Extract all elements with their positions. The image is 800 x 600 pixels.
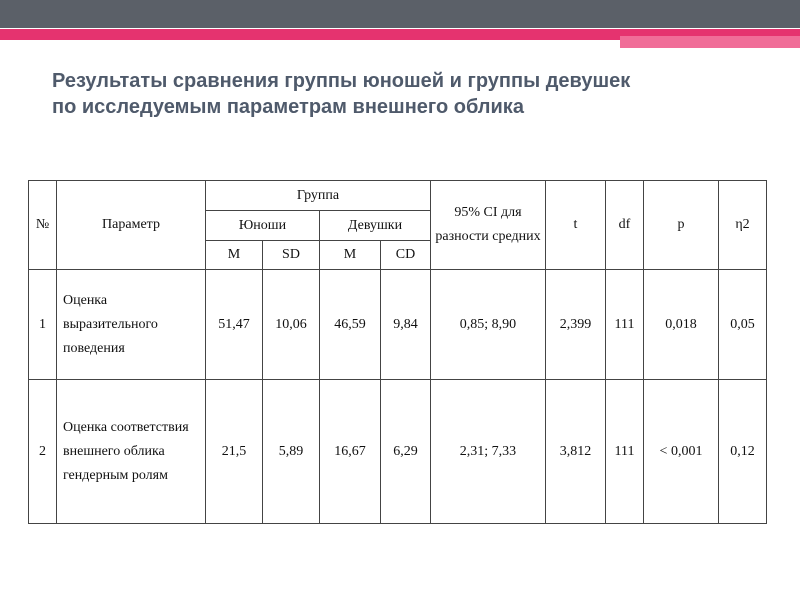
value-cell: 0,12: [718, 379, 767, 524]
accent-stripe: [0, 29, 800, 40]
header-cell: Группа: [205, 180, 431, 211]
value-cell: 2,31; 7,33: [430, 379, 546, 524]
value-cell: 2: [28, 379, 57, 524]
header-cell: №: [28, 180, 57, 270]
parameter-cell: Оценка выразительного поведения: [56, 269, 206, 380]
header-cell: SD: [262, 240, 320, 270]
header-cell: p: [643, 180, 719, 270]
results-table: № Параметр Группа 95% CI для разности ср…: [28, 180, 767, 524]
header-cell: CD: [380, 240, 431, 270]
title-line: по исследуемым параметрам внешнего облик…: [52, 96, 524, 118]
header-cell: Девушки: [319, 210, 431, 241]
header-cell: M: [205, 240, 263, 270]
header-cell: Юноши: [205, 210, 320, 241]
value-cell: 111: [605, 379, 644, 524]
value-cell: 6,29: [380, 379, 431, 524]
value-cell: 1: [28, 269, 57, 380]
value-cell: 9,84: [380, 269, 431, 380]
value-cell: 21,5: [205, 379, 263, 524]
header-cell: Параметр: [56, 180, 206, 270]
table-row: 2 Оценка соответствия внешнего облика ген…: [28, 379, 767, 524]
table-row: 1 Оценка выразительного поведения 51,47 10,…: [28, 269, 767, 380]
title-line: Результаты сравнения группы юношей и гру…: [52, 70, 631, 92]
value-cell: 3,812: [545, 379, 606, 524]
accent-stripe: [620, 36, 800, 48]
value-cell: 0,05: [718, 269, 767, 380]
slide-title: Результаты сравнения группы юношей и гру…: [52, 68, 630, 120]
value-cell: < 0,001: [643, 379, 719, 524]
header-cell: M: [319, 240, 381, 270]
header-cell: df: [605, 180, 644, 270]
header-cell: η2: [718, 180, 767, 270]
header-cell: t: [545, 180, 606, 270]
value-cell: 2,399: [545, 269, 606, 380]
value-cell: 111: [605, 269, 644, 380]
value-cell: 51,47: [205, 269, 263, 380]
value-cell: 46,59: [319, 269, 381, 380]
value-cell: 5,89: [262, 379, 320, 524]
value-cell: 16,67: [319, 379, 381, 524]
parameter-cell: Оценка соответствия внешнего облика генд…: [56, 379, 206, 524]
value-cell: 10,06: [262, 269, 320, 380]
header-cell: 95% CI для разности средних: [430, 180, 546, 270]
top-bar: [0, 0, 800, 28]
value-cell: 0,018: [643, 269, 719, 380]
value-cell: 0,85; 8,90: [430, 269, 546, 380]
